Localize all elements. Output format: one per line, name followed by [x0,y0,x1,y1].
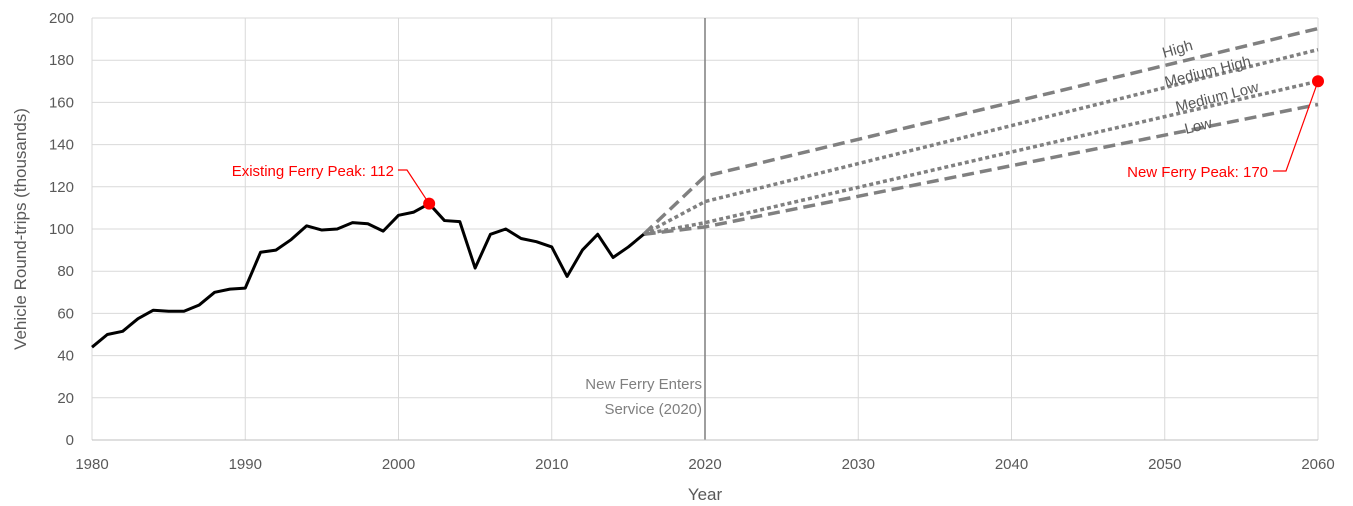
y-tick-label: 40 [57,348,74,365]
existing-peak-marker [423,197,436,210]
y-tick-label: 100 [49,221,74,238]
series [91,26,1319,349]
y-tick-label: 0 [66,432,74,449]
x-tick-label: 2020 [688,456,721,473]
x-tick-label: 2060 [1301,456,1334,473]
historical-line [91,202,645,349]
new-peak-label: New Ferry Peak: 170 [1127,164,1268,181]
event-label-line1: New Ferry Enters [585,376,702,393]
x-tick-label: 1990 [229,456,262,473]
event-line-group: New Ferry Enters Service (2020) [585,18,706,440]
y-tick-label: 200 [49,10,74,27]
new-peak-marker [1312,75,1324,88]
y-tick-label: 60 [57,305,74,322]
y-tick-label: 140 [49,137,74,154]
scenario-labels: High Medium High Medium Low Low [1160,37,1260,138]
new-peak-leader [1273,81,1319,172]
x-tick-label: 2040 [995,456,1028,473]
x-tick-label: 2010 [535,456,568,473]
y-tick-label: 180 [49,52,74,69]
y-tick-label: 160 [49,94,74,111]
peak-annotations: Existing Ferry Peak: 112 New Ferry Peak:… [232,75,1324,210]
x-tick-label: 2030 [842,456,875,473]
x-axis-title: Year [688,485,723,504]
scenario-line-medium-high [642,47,1319,236]
y-tick-label: 20 [57,390,74,407]
existing-peak-label: Existing Ferry Peak: 112 [232,163,394,180]
x-tick-label: 2000 [382,456,415,473]
scenario-label-low: Low [1183,115,1214,138]
x-tick-label: 2050 [1148,456,1181,473]
event-label-line2: Service (2020) [604,401,702,418]
y-tick-label: 120 [49,179,74,196]
x-tick-label: 1980 [75,456,108,473]
y-tick-label: 80 [57,263,74,280]
scenario-line-low [643,102,1319,237]
scenario-line-high [642,26,1319,236]
existing-peak-leader [398,169,430,205]
y-axis-title: Vehicle Round-trips (thousands) [11,108,30,350]
